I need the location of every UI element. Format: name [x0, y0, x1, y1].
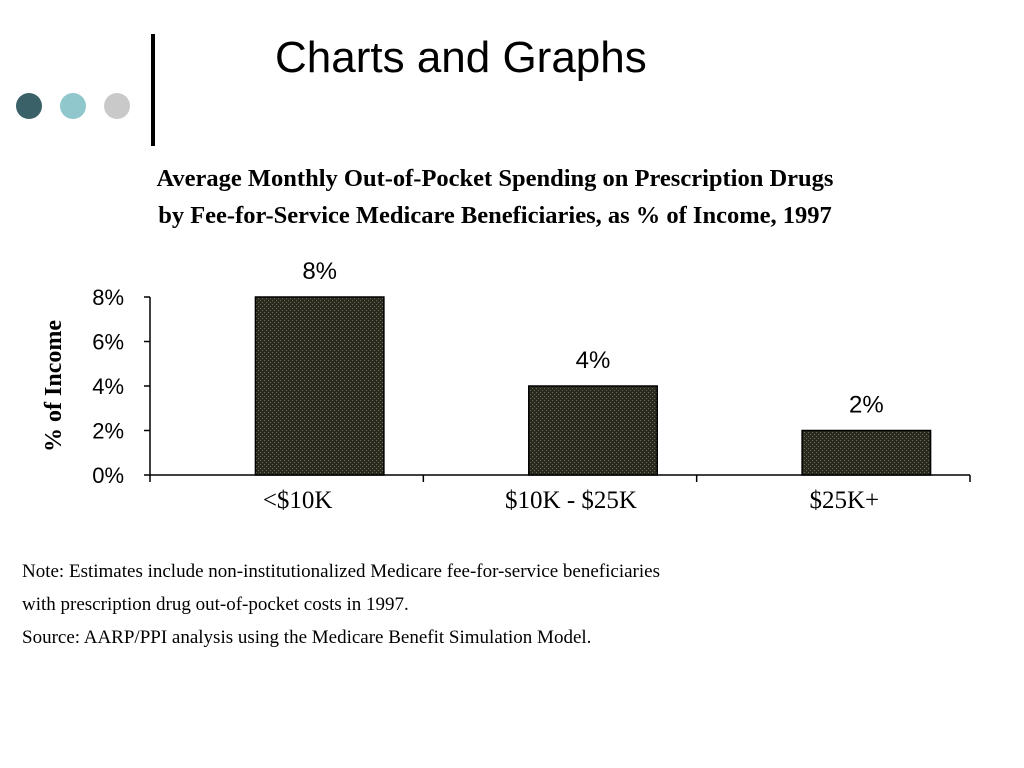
x-tick-label: <$10K [263, 487, 333, 514]
chart-title: Average Monthly Out-of-Pocket Spending o… [156, 165, 834, 192]
bar [254, 296, 385, 476]
slide-bullet-dots [16, 93, 130, 119]
bullet-dot-gray [104, 93, 130, 119]
data-label: 2% [849, 392, 884, 419]
bullet-dot-dark [16, 93, 42, 119]
y-tick-label: 0% [92, 463, 124, 488]
x-tick-label: $10K - $25K [505, 487, 637, 514]
slide-title: Charts and Graphs [275, 33, 647, 82]
bar [528, 385, 658, 476]
chart-subtitle: by Fee-for-Service Medicare Beneficiarie… [158, 202, 832, 229]
x-tick-label: $25K+ [810, 487, 880, 514]
note-line-1: Note: Estimates include non-institutiona… [22, 561, 660, 582]
bullet-dot-light [60, 93, 86, 119]
y-tick-label: 8% [92, 285, 124, 310]
bar-chart: % of Income 0% 2% 4% 6% 8% 8% <$10K 4% $10K - $25… [41, 258, 971, 514]
y-tick-label: 4% [92, 374, 124, 399]
y-tick-label: 2% [92, 419, 124, 444]
chart-notes: Note: Estimates include non-institutiona… [22, 555, 660, 654]
chart-title-block: Average Monthly Out-of-Pocket Spending o… [80, 160, 910, 234]
source-line: Source: AARP/PPI analysis using the Medi… [22, 627, 592, 648]
y-tick-label: 6% [92, 330, 124, 355]
bar [801, 429, 932, 476]
data-label: 8% [302, 258, 337, 285]
data-label: 4% [576, 347, 611, 374]
y-axis-label: % of Income [41, 320, 67, 452]
note-line-2: with prescription drug out-of-pocket cos… [22, 594, 409, 615]
title-divider [151, 34, 155, 146]
